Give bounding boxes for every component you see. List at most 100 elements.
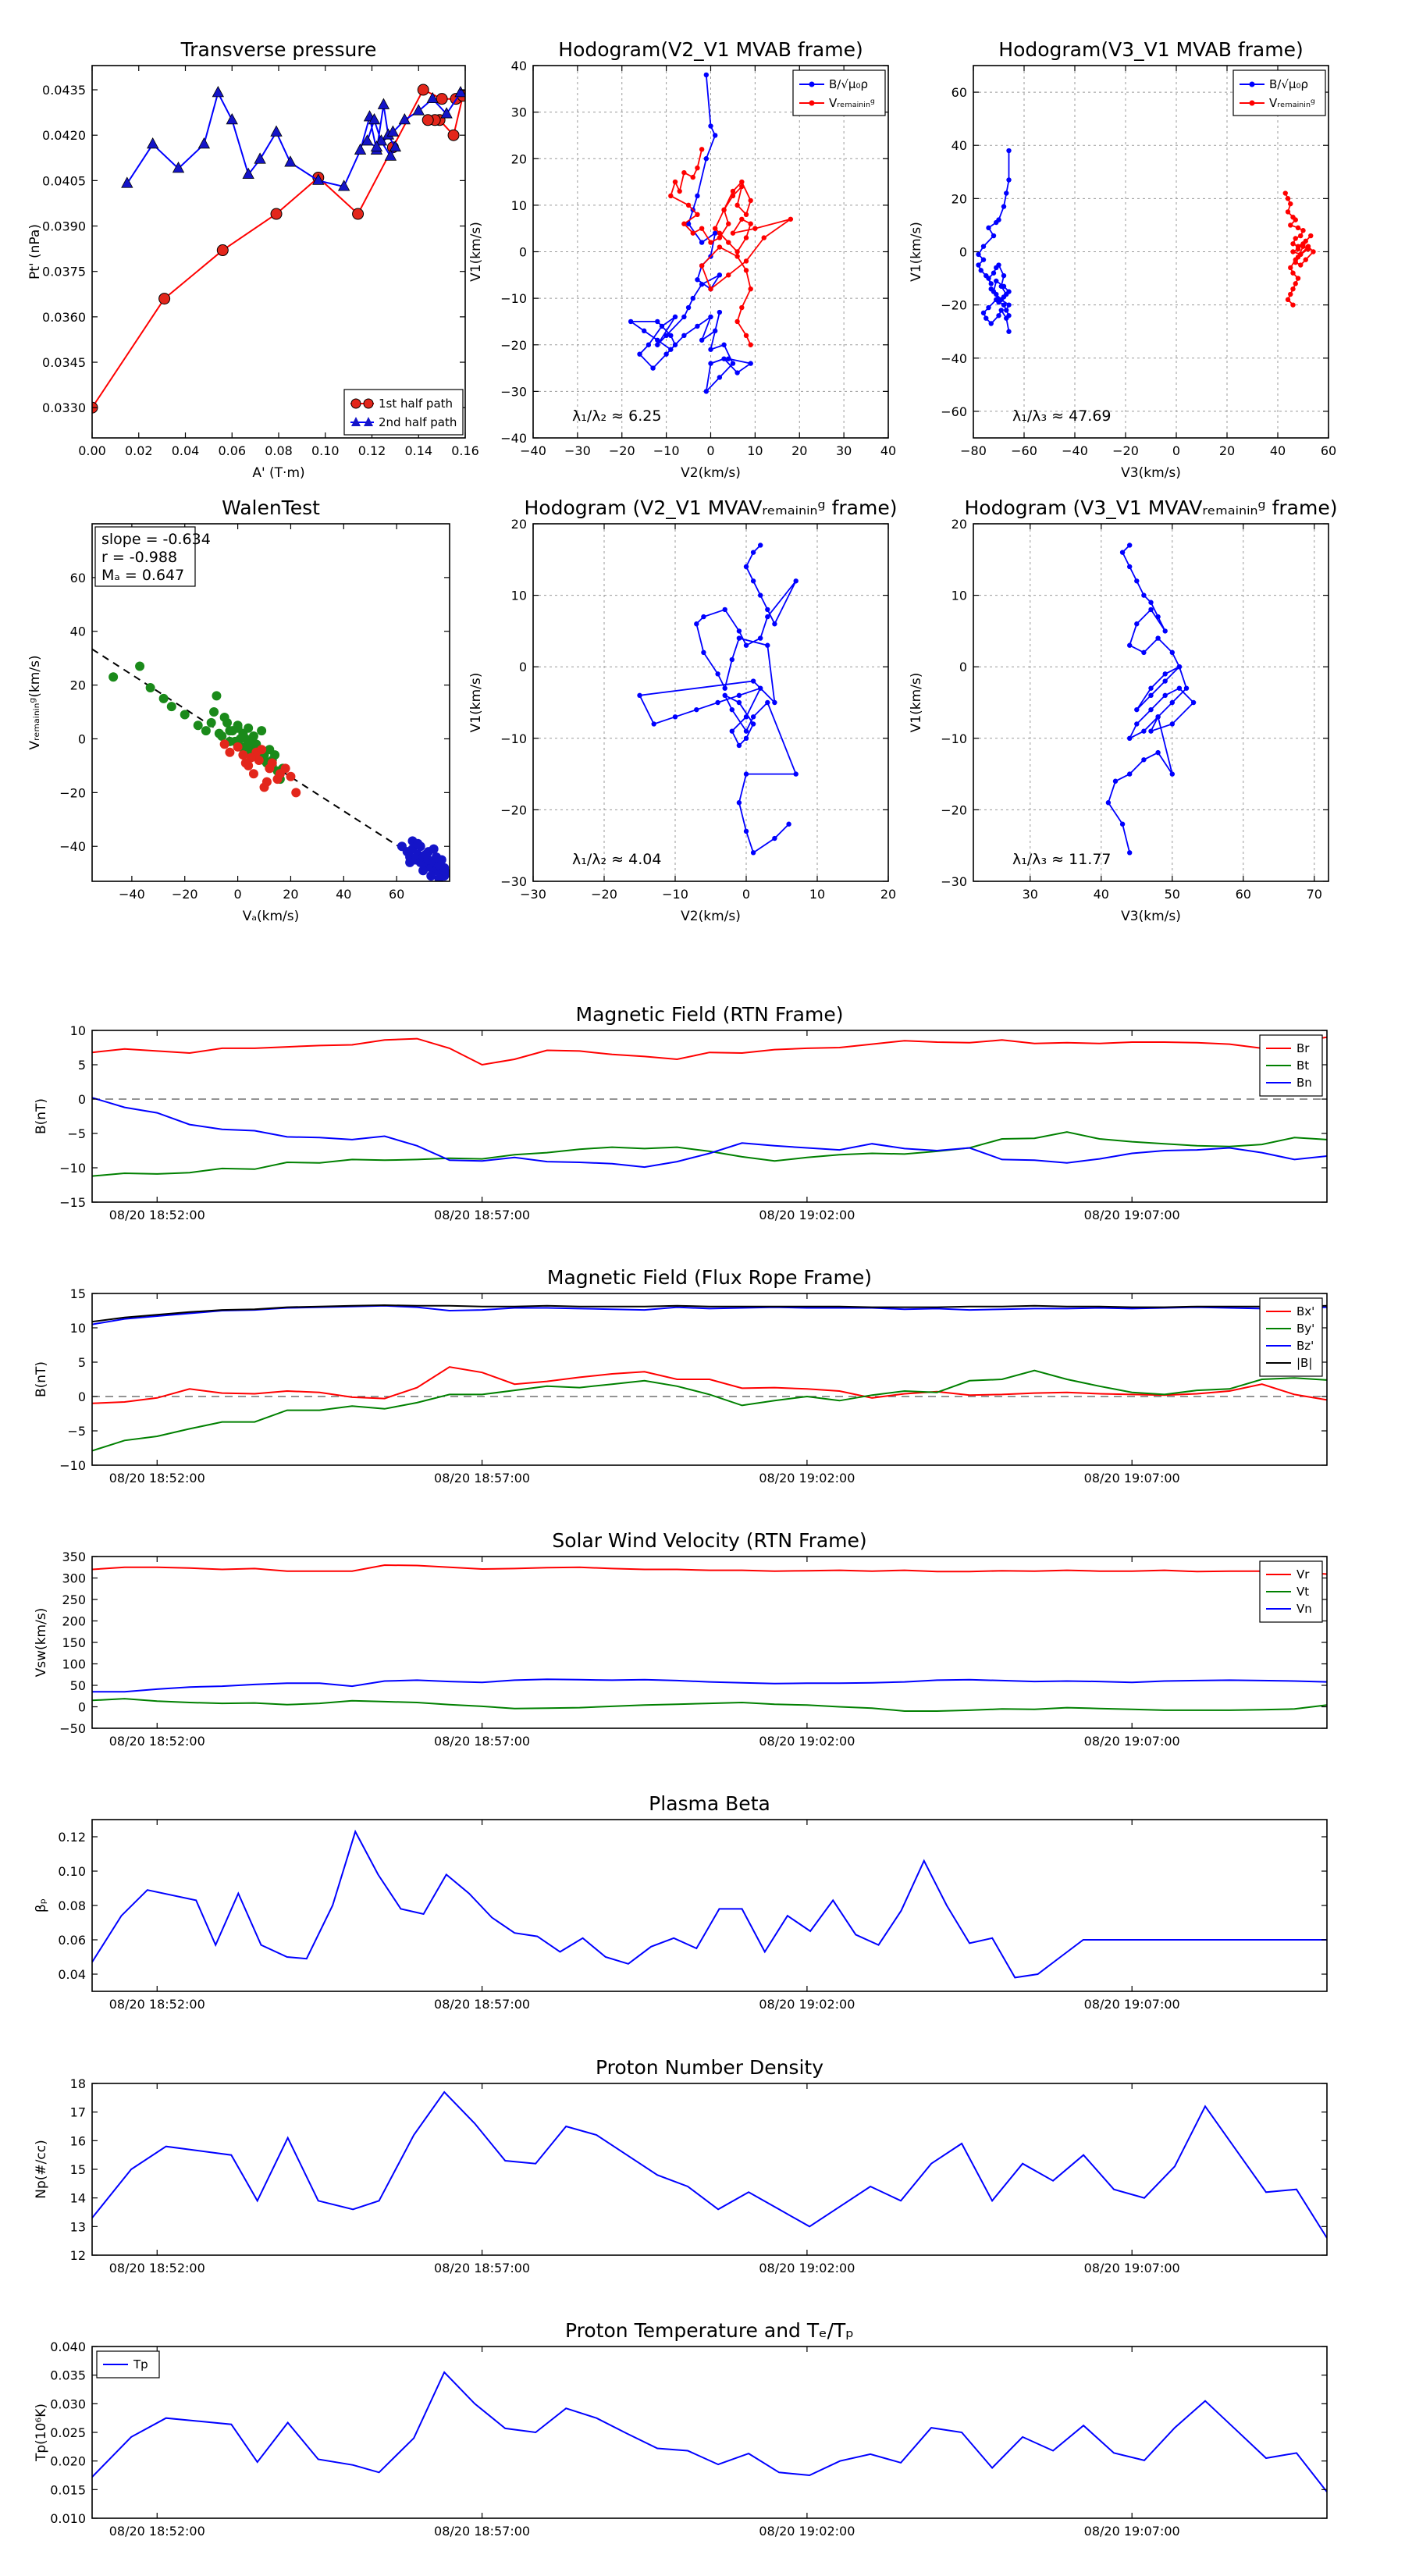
pressure-legend-marker-1b (363, 398, 374, 409)
hodo3-xtick-label: 10 (809, 887, 825, 902)
walen-ytick-label: 40 (70, 624, 86, 639)
pressure-point (375, 134, 388, 146)
temperature-ytick-label: 0.020 (50, 2454, 86, 2469)
hodo1-point (748, 197, 753, 204)
pressure-point (398, 112, 411, 125)
hodo1-point (695, 165, 700, 171)
hodo2-xtick-label: −40 (1062, 443, 1088, 458)
hodo2-point (1285, 297, 1291, 303)
hodo2-point (1311, 249, 1316, 254)
walen-point-green (209, 707, 219, 717)
hodo1-point (721, 342, 727, 347)
hodo3-point (750, 721, 756, 727)
hodo4-ytick-label: −20 (941, 802, 967, 817)
hodo2-xlabel: V3(km/s) (1121, 465, 1181, 481)
hodo4-point (1148, 685, 1154, 691)
hodo1-xtick-label: 30 (836, 443, 852, 458)
velocity-xtick-label: 08/20 18:57:00 (434, 1734, 530, 1749)
hodo1-point (690, 295, 695, 301)
pressure-point (368, 112, 381, 125)
hodo4-point (1162, 671, 1168, 677)
hodo3-point (793, 771, 799, 777)
hodo2-point (1282, 190, 1288, 196)
density-ylabel: Np(#/cc) (34, 2140, 49, 2198)
hodo2-point (1295, 246, 1301, 252)
velocity-ytick-label: 250 (62, 1592, 86, 1607)
hodo1-point (712, 133, 718, 138)
velocity-series-Vn (92, 1678, 1327, 1693)
hodo2-point (1298, 233, 1304, 239)
hodo4-ytick-label: 20 (951, 517, 967, 532)
walen-panel: WalenTest −40 −20 0 20 40 60 −40 −20 0 20 40 60 Vₐ(km… (27, 496, 450, 924)
hodo2-point (1004, 308, 1009, 313)
density-title: Proton Number Density (596, 2056, 823, 2079)
hodo3-xtick-label: −10 (662, 887, 688, 902)
mag_fr-legend-label-0: Bx' (1297, 1304, 1314, 1318)
velocity-ytick-label: 0 (78, 1700, 86, 1715)
walen-point-red (280, 763, 290, 774)
hodo3-point (715, 699, 720, 706)
hodo1-xtick-label: 0 (706, 443, 714, 458)
velocity-legend-label-2: Vn (1297, 1602, 1312, 1616)
walen-point-red (257, 745, 267, 755)
hodo1-point (743, 235, 749, 240)
hodo3-annotation: λ₁/λ₂ ≈ 4.04 (572, 851, 661, 868)
hodo2-xtick-label: 20 (1219, 443, 1235, 458)
hodo1-point (743, 258, 749, 264)
hodo1-point (695, 277, 700, 283)
hodo1-point (730, 188, 736, 194)
hodo1-point (739, 183, 745, 190)
hodo4-xtick-label: 50 (1165, 887, 1180, 902)
hodo3-point (736, 699, 742, 706)
hodo1-point (699, 263, 705, 269)
hodo2-point (1290, 302, 1296, 308)
hodo3-point (722, 685, 727, 691)
walen-point-blue (434, 873, 444, 881)
hodo4-point (1134, 578, 1140, 584)
hodo4-point (1148, 607, 1154, 613)
temperature-legend-label-0: Tp (133, 2357, 148, 2371)
hodo1-point (695, 193, 700, 199)
mag_rtn-legend-label-1: Bt (1297, 1059, 1309, 1073)
hodo2-xtick-label: −80 (960, 443, 987, 458)
hodo2-point (986, 304, 991, 311)
hodo1-point (708, 286, 713, 292)
hodo3-point (758, 635, 763, 641)
walen-point-green (206, 717, 216, 728)
hodo1-point (672, 179, 678, 185)
hodo3-xtick-label: −20 (591, 887, 617, 902)
hodo3-point (772, 699, 777, 706)
walen-point-green (225, 726, 235, 736)
mag_rtn-frame (91, 1030, 1328, 1203)
mag_fr-legend-label-2: Bz' (1297, 1339, 1314, 1353)
walen-stats-box (94, 526, 196, 587)
hodo3-point (736, 692, 742, 699)
walen-point-green (244, 736, 254, 746)
hodo2-point (1293, 217, 1298, 222)
hodo2-panel: Hodogram(V3_V1 MVAB frame) −80 −60 −40 −20 0 2… (909, 38, 1336, 481)
pressure-legend-marker-2 (351, 417, 361, 426)
pressure-legend-label-2: 2nd half path (379, 415, 457, 429)
hodo2-point (986, 276, 991, 281)
hodo1-point (699, 226, 705, 231)
pressure-ylabel: Pt' (nPa) (27, 224, 43, 279)
hodo2-point (994, 297, 999, 303)
pressure-point (384, 149, 397, 161)
hodo2-point (1004, 190, 1009, 196)
density-ytick-label: 15 (70, 2162, 86, 2177)
temperature-ytick-label: 0.025 (50, 2425, 86, 2440)
hodo1-point (663, 351, 669, 357)
hodo1-point (739, 179, 745, 185)
hodo1-xtick-label: −10 (653, 443, 680, 458)
hodo2-point (1006, 289, 1012, 294)
hodo3-point (715, 671, 720, 677)
hodo2-point (996, 262, 1001, 268)
hodo4-point (1141, 592, 1147, 598)
pressure-panel: Transverse pressure 0.00 0.02 0.04 0.06 0.08 0… (27, 38, 479, 481)
hodo4-annotation: λ₁/λ₃ ≈ 11.77 (1012, 851, 1112, 868)
hodo2-point (980, 310, 987, 316)
temperature-ylabel: Tp(10⁶K) (34, 2403, 49, 2462)
walen-point-green (244, 723, 254, 733)
hodo3-point (637, 692, 642, 699)
